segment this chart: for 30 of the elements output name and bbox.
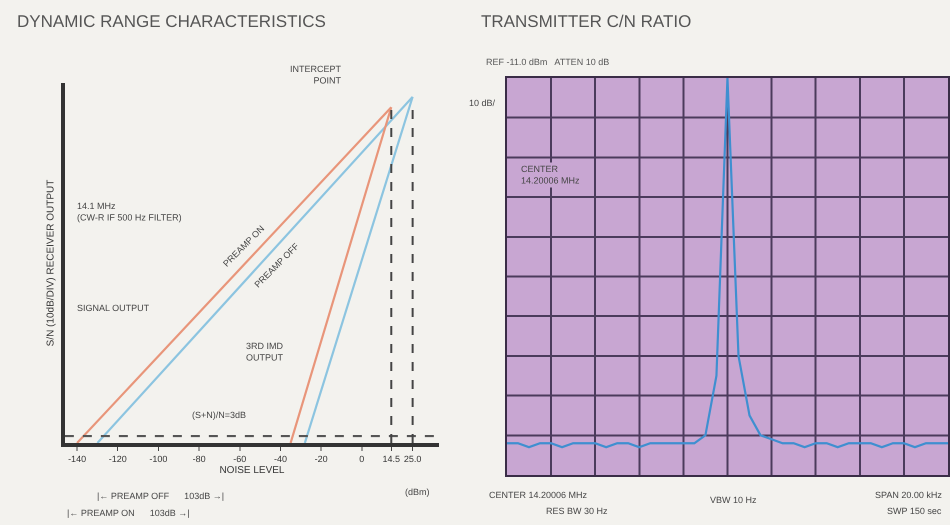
text: |← PREAMP OFF 103dB →| <box>97 491 224 501</box>
annotation: 14.1 MHz (CW-R IF 500 Hz FILTER) <box>77 201 182 223</box>
annotation: CENTER 14.20006 MHz <box>521 164 580 186</box>
annotation: (S+N)/N=3dB <box>192 410 246 420</box>
text: RES BW 30 Hz <box>546 506 608 516</box>
x-tick-label: -140 <box>68 454 86 464</box>
text: 10 dB/ <box>469 98 496 108</box>
x-tick-label: -100 <box>149 454 168 464</box>
x-tick-label: -60 <box>233 454 246 464</box>
annotation: SIGNAL OUTPUT <box>77 303 150 313</box>
annotation: 3RD IMD OUTPUT <box>246 341 284 363</box>
chart-title: TRANSMITTER C/N RATIO <box>481 12 692 31</box>
chart-subtitle: REF -11.0 dBm ATTEN 10 dB <box>486 57 610 67</box>
text: SWP 150 sec <box>887 506 942 516</box>
y-axis-title: S/N (10dB/DIV) RECEIVER OUTPUT <box>45 180 56 346</box>
text: |← PREAMP ON 103dB →| <box>67 508 190 518</box>
x-tick-label: -40 <box>274 454 287 464</box>
x-tick-label: -20 <box>314 454 328 464</box>
chart-title: DYNAMIC RANGE CHARACTERISTICS <box>17 12 326 31</box>
text: VBW 10 Hz <box>710 495 758 505</box>
x-axis-title: NOISE LEVEL <box>219 464 285 476</box>
x-tick-label: 14.5 <box>382 454 400 464</box>
x-tick-label: -80 <box>192 454 206 464</box>
text: (dBm) <box>405 487 430 497</box>
x-tick-label: 0 <box>359 454 364 464</box>
x-tick-label: -120 <box>108 454 127 464</box>
text: CENTER 14.20006 MHz <box>489 490 588 500</box>
text: INTERCEPT POINT <box>290 64 342 86</box>
text: SPAN 20.00 kHz <box>875 490 942 500</box>
x-tick-label: 25.0 <box>404 454 422 464</box>
